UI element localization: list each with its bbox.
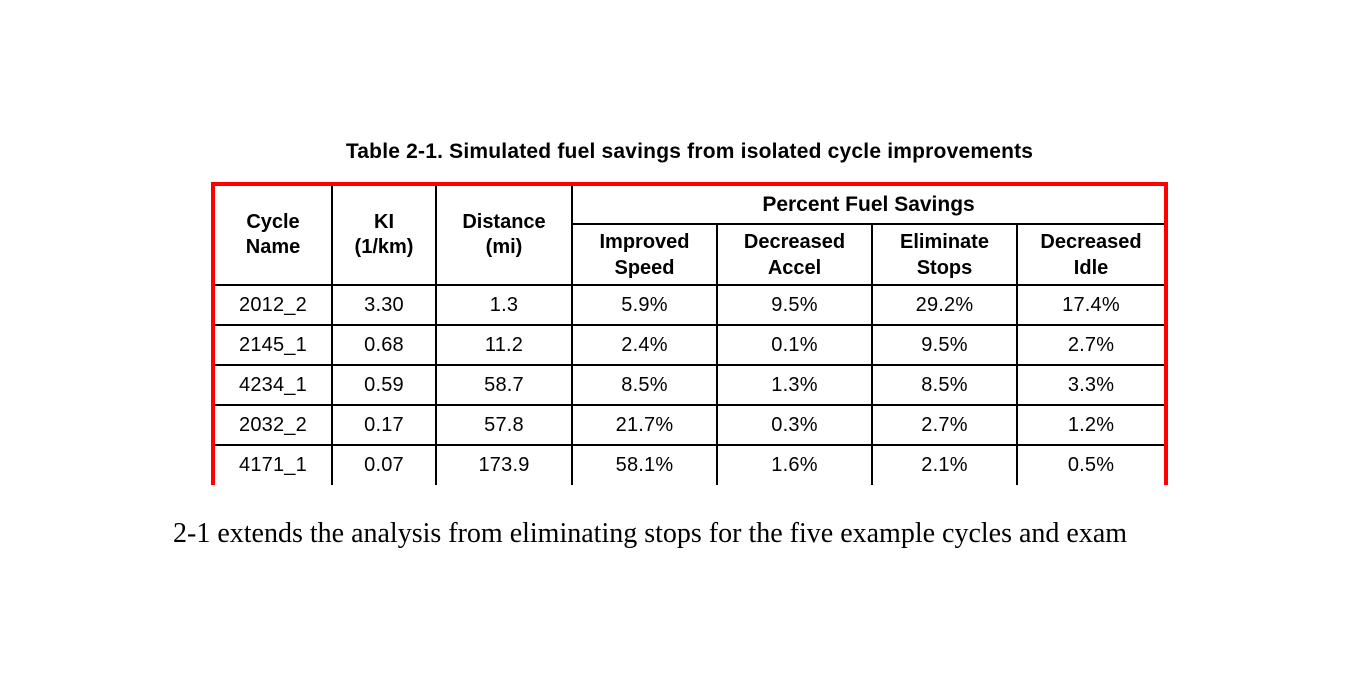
table-cell: 58.1% [571, 444, 718, 485]
table-cell: 17.4% [1015, 284, 1165, 326]
table-cell: 1.2% [1015, 404, 1165, 446]
column-header-distance: Distance (mi) [435, 186, 573, 286]
table-cell: 0.59 [331, 364, 437, 406]
table-row: 2032_2 0.17 57.8 21.7% 0.3% 2.7% 1.2% [215, 404, 1165, 446]
column-header-decreased-idle: Decreased Idle [1015, 223, 1165, 286]
table-cell: 11.2 [435, 324, 573, 366]
table-cell: 8.5% [571, 364, 718, 406]
table-subheader-row: Improved Speed Decreased Accel Eliminate… [215, 223, 1165, 286]
table-cell: 21.7% [571, 404, 718, 446]
column-header-ki: KI (1/km) [331, 186, 437, 286]
table-cell: 3.30 [331, 284, 437, 326]
table-cell: 173.9 [435, 444, 573, 485]
table-row: 4171_1 0.07 173.9 58.1% 1.6% 2.1% 0.5% [215, 444, 1165, 485]
table-cell: 2.1% [871, 444, 1018, 485]
body-text-fragment: 2-1 extends the analysis from eliminatin… [173, 518, 1128, 549]
table-cell: 3.3% [1015, 364, 1165, 406]
table-cell: 0.1% [716, 324, 873, 366]
table-cell: 4234_1 [215, 364, 333, 406]
table-cell: 0.3% [716, 404, 873, 446]
table-cell: 1.3 [435, 284, 573, 326]
table-cell: 2.7% [871, 404, 1018, 446]
column-header-decreased-accel: Decreased Accel [716, 223, 873, 286]
table-cell: 9.5% [871, 324, 1018, 366]
column-header-eliminate-stops: Eliminate Stops [871, 223, 1018, 286]
table-cell: 0.17 [331, 404, 437, 446]
table-cell: 0.07 [331, 444, 437, 485]
table-cell: 2012_2 [215, 284, 333, 326]
column-header-improved-speed: Improved Speed [572, 223, 718, 286]
table-cell: 2.4% [571, 324, 718, 366]
table-cell: 5.9% [571, 284, 718, 326]
table-cell: 58.7 [435, 364, 573, 406]
table-cell: 8.5% [871, 364, 1018, 406]
table-cell: 1.6% [716, 444, 873, 485]
table-cell: 2.7% [1015, 324, 1165, 366]
table-row: 4234_1 0.59 58.7 8.5% 1.3% 8.5% 3.3% [215, 364, 1165, 406]
table-caption: Table 2-1. Simulated fuel savings from i… [345, 140, 1034, 163]
table-cell: 29.2% [871, 284, 1018, 326]
column-header-cycle-name: Cycle Name [215, 186, 333, 286]
table-cell: 0.68 [331, 324, 437, 366]
table-body: 2012_2 3.30 1.3 5.9% 9.5% 29.2% 17.4% 2145_1 0.6… [215, 284, 1165, 485]
table-cell: 57.8 [435, 404, 573, 446]
table-cell: 2145_1 [215, 324, 333, 366]
table-cell: 2032_2 [215, 404, 333, 446]
table-header-group-row: Cycle Name KI (1/km) Distance (mi) Perce… [215, 186, 1165, 286]
table-cell: 1.3% [716, 364, 873, 406]
table-cell: 4171_1 [215, 444, 333, 485]
table-cell: 0.5% [1015, 444, 1165, 485]
table-cell: 9.5% [716, 284, 873, 326]
fuel-savings-table: Cycle Name KI (1/km) Distance (mi) Perce… [215, 186, 1165, 485]
fuel-savings-table-frame: Cycle Name KI (1/km) Distance (mi) Perce… [211, 182, 1168, 485]
table-row: 2145_1 0.68 11.2 2.4% 0.1% 9.5% 2.7% [215, 324, 1165, 366]
column-group-header-percent-fuel-savings: Percent Fuel Savings [570, 186, 1165, 225]
table-row: 2012_2 3.30 1.3 5.9% 9.5% 29.2% 17.4% [215, 284, 1165, 326]
